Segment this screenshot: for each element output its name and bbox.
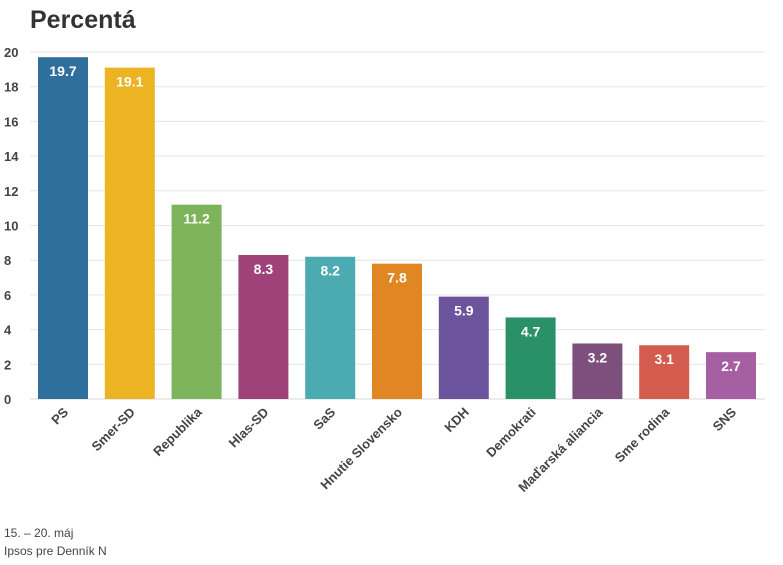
bar <box>104 67 155 400</box>
bar <box>38 57 88 400</box>
x-tick-label: Demokrati <box>483 405 539 461</box>
y-tick-label: 4 <box>4 323 12 338</box>
bar <box>572 343 623 399</box>
data-label: 19.1 <box>116 74 143 90</box>
data-label: 19.7 <box>49 63 76 79</box>
x-tick-label: KDH <box>441 405 472 436</box>
data-labels: 19.7 19.1 11.2 8.3 8.2 7.8 5.9 4.7 3.2 3.1 2.7 <box>49 63 741 374</box>
footer-date: 15. – 20. máj <box>4 526 74 540</box>
x-tick-label: SaS <box>310 404 338 432</box>
data-label: 3.1 <box>654 351 674 367</box>
x-tick-label: Sme rodina <box>612 404 673 465</box>
footer-source: Ipsos pre Denník N <box>4 544 107 558</box>
data-label: 8.2 <box>320 263 340 279</box>
y-tick-label: 20 <box>4 45 18 60</box>
data-label: 8.3 <box>254 261 274 277</box>
x-tick-label: Republika <box>150 404 205 459</box>
data-label: 2.7 <box>721 358 741 374</box>
y-tick-label: 8 <box>4 253 11 268</box>
data-label: 7.8 <box>387 270 407 286</box>
y-tick-label: 6 <box>4 288 11 303</box>
data-label: 3.2 <box>588 349 608 365</box>
x-tick-label: PS <box>48 404 71 427</box>
x-tick-label: SNS <box>710 404 740 434</box>
bar <box>706 352 756 399</box>
y-tick-label: 14 <box>4 149 19 164</box>
y-tick-label: 10 <box>4 219 18 234</box>
y-tick-label: 16 <box>4 114 18 129</box>
bar <box>305 256 356 399</box>
data-label: 5.9 <box>454 303 474 319</box>
y-tick-label: 2 <box>4 357 11 372</box>
y-tick-label: 12 <box>4 184 18 199</box>
bar <box>238 254 289 399</box>
x-tick-label: Smer-SD <box>88 405 137 454</box>
bar <box>639 345 690 399</box>
bars <box>38 57 756 400</box>
data-label: 4.7 <box>521 323 541 339</box>
bar <box>372 263 422 399</box>
bar <box>505 317 556 399</box>
x-tick-label: Hlas-SD <box>226 405 272 451</box>
y-tick-label: 18 <box>4 80 18 95</box>
y-axis-ticks: 0 2 4 6 8 10 12 14 16 18 20 <box>4 45 19 407</box>
bar <box>438 296 489 399</box>
y-tick-label: 0 <box>4 392 11 407</box>
data-label: 11.2 <box>183 211 210 227</box>
bar <box>171 204 222 399</box>
chart-title: Percentá <box>30 6 136 34</box>
